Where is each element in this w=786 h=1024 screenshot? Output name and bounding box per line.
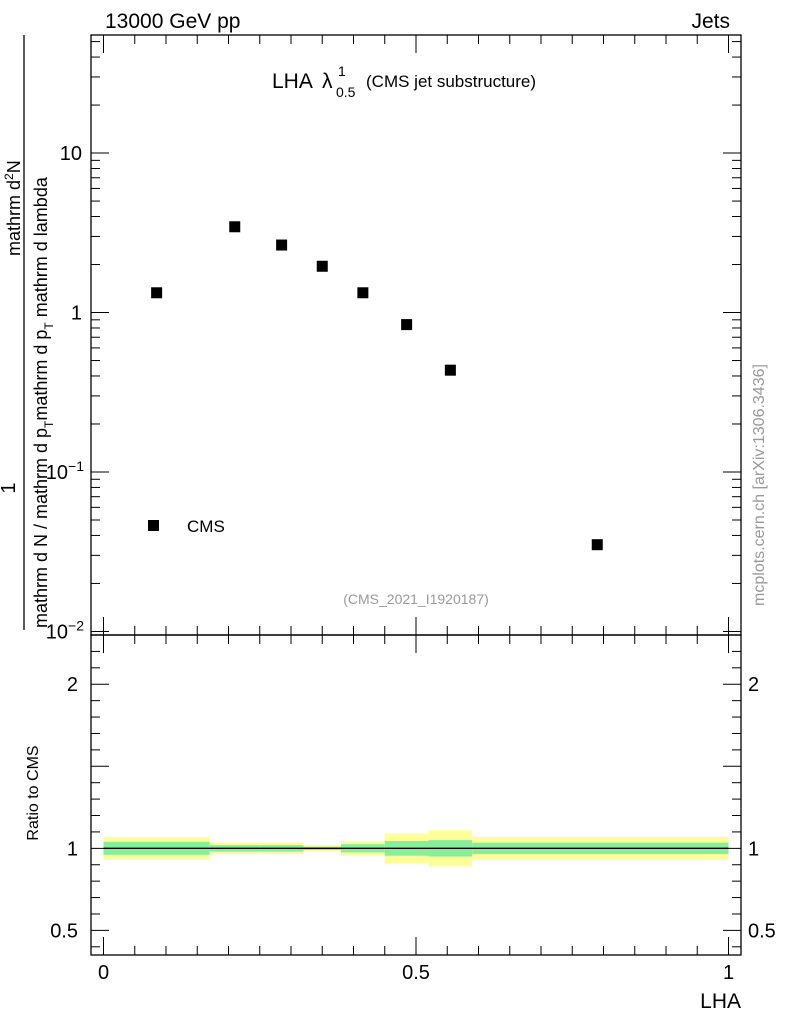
x-tick-label: 0 bbox=[98, 962, 109, 984]
ratio-y-axis-label: Ratio to CMS bbox=[25, 745, 42, 840]
main-y-ticks: 10 1 10−1 10−2 bbox=[46, 143, 84, 643]
ylabel-numerator: 1 bbox=[0, 482, 20, 493]
ratio-y-tick-label-right: 0.5 bbox=[748, 920, 776, 942]
process-label: Jets bbox=[691, 10, 730, 33]
main-plot-frame bbox=[90, 34, 742, 636]
data-point bbox=[357, 287, 369, 299]
source-label: mcplots.cern.ch [arXiv:1306.3436] bbox=[751, 364, 768, 606]
ratio-y-tick-label: 1 bbox=[67, 838, 78, 860]
ratio-plot: 2 21 10.5 0.5 0 0.5 1 bbox=[50, 634, 776, 984]
x-axis-label: LHA bbox=[700, 990, 741, 1013]
chart-title-prefix: LHA bbox=[272, 70, 313, 93]
main-y-tick-label: 10−2 bbox=[46, 617, 84, 643]
ylabel-top: mathrm d2N bbox=[2, 160, 24, 256]
x-ticks: 0 0.5 1 bbox=[98, 962, 734, 984]
chart-title-subscript: 0.5 bbox=[336, 84, 356, 100]
analysis-watermark: (CMS_2021_I1920187) bbox=[343, 591, 489, 607]
chart-title-suffix: (CMS jet substructure) bbox=[366, 72, 536, 91]
chart-title-symbol: λ bbox=[322, 70, 333, 93]
ratio-minor-ticks bbox=[91, 635, 741, 955]
main-y-axis-label: 1 mathrm d N / mathrm d pTmathrm d pT ma… bbox=[0, 35, 56, 630]
data-point bbox=[444, 364, 456, 376]
data-point bbox=[229, 221, 241, 233]
ratio-y-tick-label-right: 2 bbox=[748, 674, 759, 696]
chart-title: LHA λ 1 0.5 (CMS jet substructure) bbox=[272, 63, 536, 100]
main-y-tick-label: 1 bbox=[71, 303, 82, 325]
ratio-y-tick-label: 2 bbox=[67, 674, 78, 696]
data-point bbox=[151, 287, 163, 299]
ylabel-denominator: mathrm d N / mathrm d pTmathrm d pT math… bbox=[31, 176, 56, 628]
data-point bbox=[316, 260, 328, 272]
chart-title-superscript: 1 bbox=[338, 63, 346, 79]
ratio-y-tick-label-right: 1 bbox=[748, 838, 759, 860]
ratio-plot-frame bbox=[90, 634, 742, 956]
data-point bbox=[591, 539, 603, 551]
data-points bbox=[151, 221, 603, 551]
ratio-y-ticks: 2 2 1 1 0.5 0.5 bbox=[50, 674, 776, 942]
legend-label-cms: CMS bbox=[187, 517, 225, 536]
main-plot: 10 1 10−1 10−2 LHA λ 1 0.5 (CMS jet substru… bbox=[46, 34, 742, 643]
x-tick-label: 0.5 bbox=[402, 962, 430, 984]
x-tick-label: 1 bbox=[723, 962, 734, 984]
ratio-y-tick-label: 0.5 bbox=[50, 920, 78, 942]
legend-marker-cms bbox=[148, 520, 159, 531]
energy-label: 13000 GeV pp bbox=[105, 10, 240, 33]
main-y-tick-label: 10−1 bbox=[46, 458, 84, 484]
data-point bbox=[401, 319, 413, 331]
data-point bbox=[276, 239, 288, 251]
legend: CMS bbox=[148, 517, 225, 536]
main-y-tick-label: 10 bbox=[60, 143, 82, 165]
main-minor-ticks bbox=[91, 35, 741, 635]
